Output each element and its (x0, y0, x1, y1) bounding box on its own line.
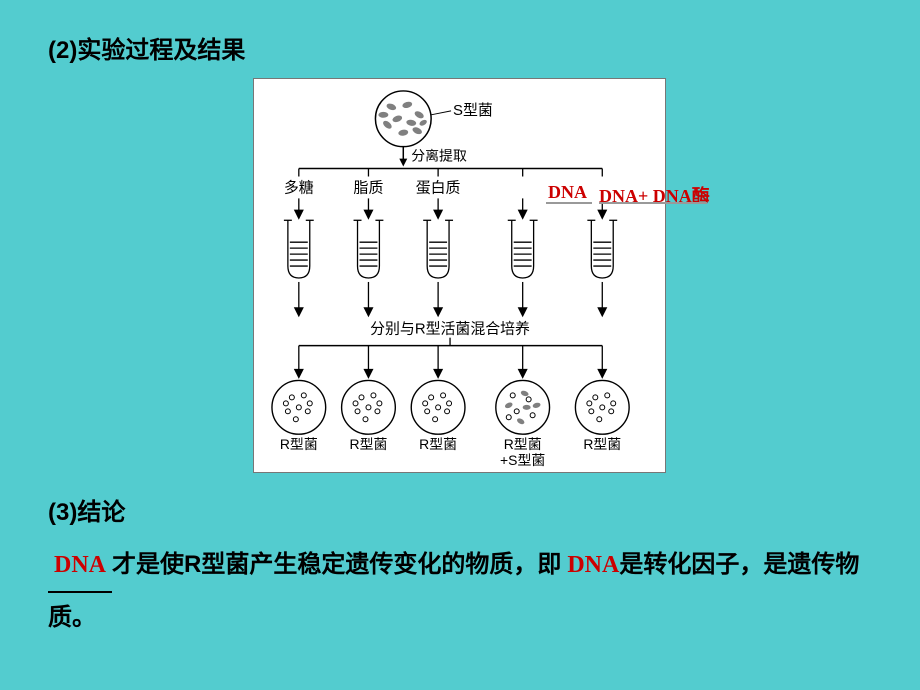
result-2: R型菌 (419, 436, 457, 452)
result-4: R型菌 (583, 436, 621, 452)
top-label: S型菌 (453, 102, 493, 119)
conclusion-part1: 才是使R型菌产生稳定遗传变化的物质，即 (112, 551, 561, 578)
overlay-dna-label: DNA (548, 182, 587, 203)
mix-label: 分别与R型活菌混合培养 (370, 321, 530, 338)
tube-0 (284, 220, 314, 278)
arrows-to-mix (295, 282, 606, 316)
dishes (272, 380, 629, 434)
experiment-diagram: S型菌 分离提取 多糖 脂质 蛋白质 (253, 78, 666, 473)
label-lead-line (431, 111, 451, 115)
section-heading-2: (2)实验过程及结果 (48, 30, 245, 65)
arrowhead-icon (399, 159, 407, 167)
section-heading-3: (3)结论 (48, 492, 125, 527)
inline-red-dna: DNA (561, 552, 619, 578)
tube-3 (508, 220, 538, 278)
subtitle-label: 分离提取 (411, 148, 467, 164)
tube-2 (423, 220, 453, 278)
result-0: R型菌 (280, 436, 318, 452)
conclusion-text: DNA才是使R型菌产生稳定遗传变化的物质，即 DNA是转化因子，是遗传物质。 (48, 540, 880, 644)
tubes (284, 220, 617, 278)
overlay-underline-2 (599, 202, 707, 204)
branch-label-0: 多糖 (284, 179, 314, 196)
branch-label-2: 蛋白质 (416, 179, 461, 196)
blank-dna: DNA (48, 540, 112, 593)
dish-top (375, 91, 431, 147)
overlay-underline-1 (546, 202, 592, 204)
arrows-to-dishes (295, 346, 606, 378)
result-1: R型菌 (350, 436, 388, 452)
diagram-svg: S型菌 分离提取 多糖 脂质 蛋白质 (254, 79, 665, 472)
tube-1 (354, 220, 384, 278)
branch-label-1: 脂质 (354, 179, 384, 196)
tube-4 (587, 220, 617, 278)
result-3-line1: R型菌 (504, 436, 542, 452)
result-3-line2: +S型菌 (500, 452, 545, 468)
overlay-dnaenz-label: DNA+ DNA酶 (599, 182, 710, 208)
branch-group (299, 169, 602, 177)
